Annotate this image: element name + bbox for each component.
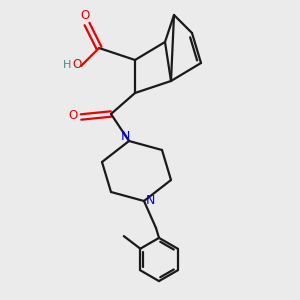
Text: O: O (72, 58, 81, 71)
Text: N: N (121, 130, 130, 143)
Text: H: H (63, 59, 72, 70)
Text: N: N (146, 194, 155, 208)
Text: O: O (68, 109, 77, 122)
Text: O: O (80, 9, 89, 22)
